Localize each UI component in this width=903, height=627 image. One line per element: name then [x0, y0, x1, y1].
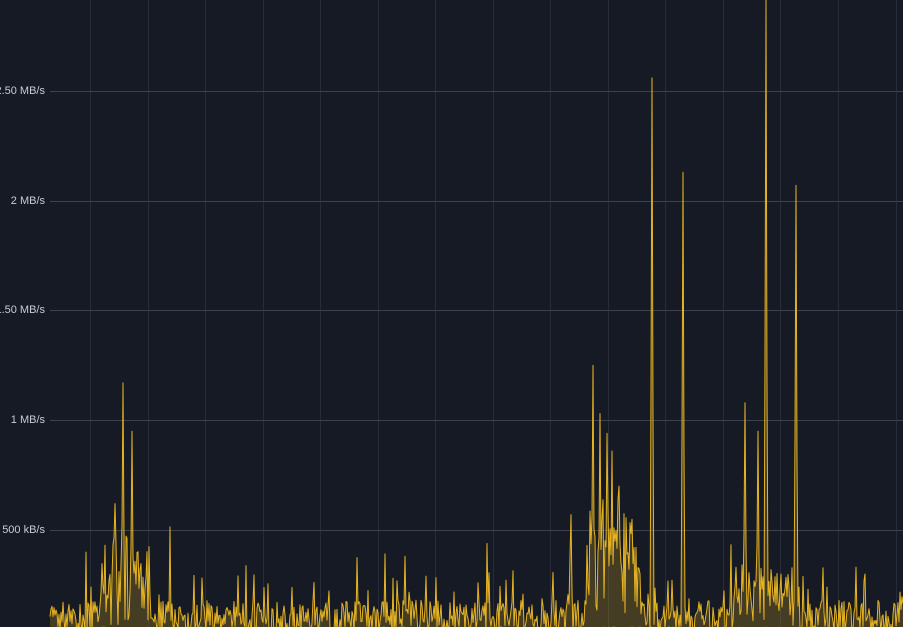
y-axis-tick-label: 2.50 MB/s: [0, 85, 45, 97]
y-axis-tick-label: 500 kB/s: [2, 524, 45, 536]
series-area-transmit: [50, 0, 903, 627]
y-axis-tick-label: 1.50 MB/s: [0, 304, 45, 316]
series-line-transmit: [49, 0, 903, 627]
y-axis-tick-label: 2 MB/s: [11, 195, 46, 207]
y-axis-tick-label: 1 MB/s: [11, 414, 46, 426]
